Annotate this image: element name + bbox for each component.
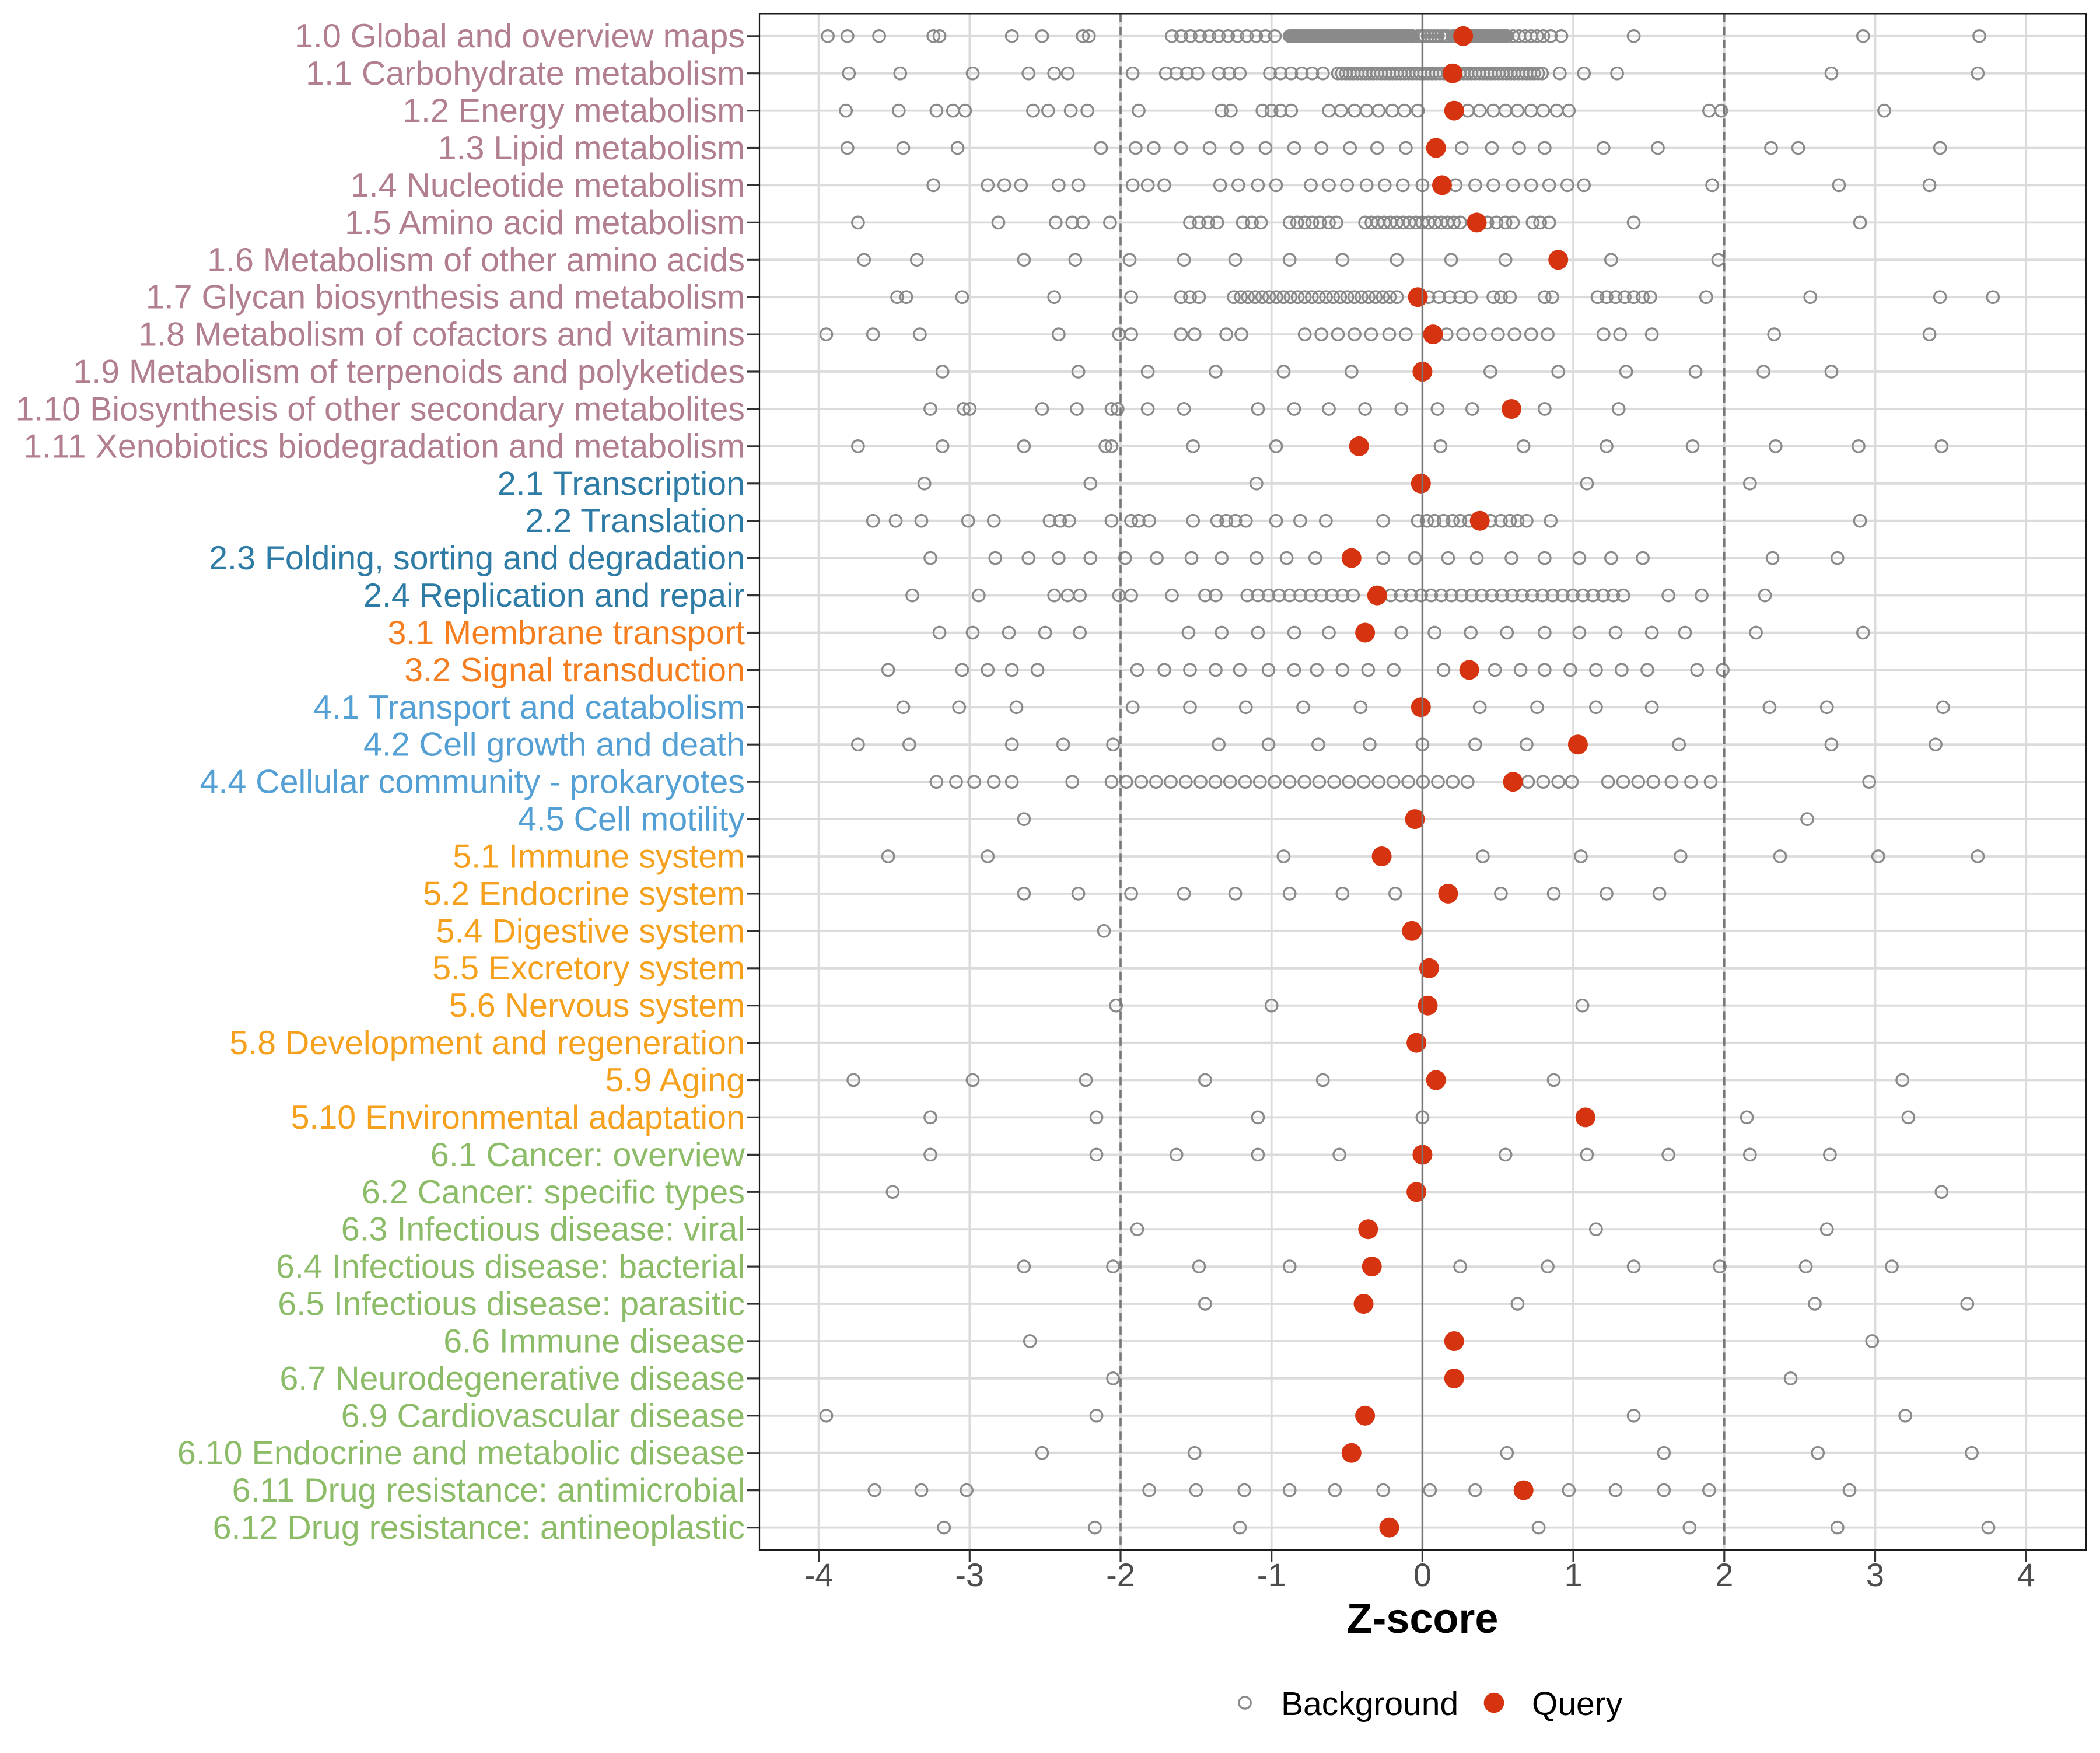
svg-text:4.4 Cellular community - proka: 4.4 Cellular community - prokaryotes [200, 764, 745, 801]
svg-text:5.2 Endocrine system: 5.2 Endocrine system [423, 875, 745, 912]
svg-text:1.9 Metabolism of terpenoids a: 1.9 Metabolism of terpenoids and polyket… [73, 354, 745, 391]
svg-text:3.1 Membrane transport: 3.1 Membrane transport [388, 614, 746, 652]
svg-text:1.5 Amino acid metabolism: 1.5 Amino acid metabolism [345, 204, 745, 242]
svg-text:5.1 Immune system: 5.1 Immune system [453, 838, 745, 876]
svg-text:6.12 Drug resistance: antineop: 6.12 Drug resistance: antineoplastic [213, 1509, 745, 1546]
svg-text:Z-score: Z-score [1346, 1595, 1498, 1642]
svg-text:3: 3 [1866, 1556, 1884, 1593]
svg-text:5.8 Development and regenerati: 5.8 Development and regeneration [229, 1024, 745, 1062]
svg-text:4.5 Cell motility: 4.5 Cell motility [518, 801, 745, 838]
svg-text:1.1 Carbohydrate metabolism: 1.1 Carbohydrate metabolism [306, 55, 745, 92]
svg-text:2.1 Transcription: 2.1 Transcription [498, 465, 745, 502]
svg-text:-1: -1 [1257, 1556, 1286, 1593]
svg-text:2: 2 [1715, 1556, 1733, 1593]
svg-text:6.9 Cardiovascular disease: 6.9 Cardiovascular disease [341, 1397, 745, 1434]
svg-text:Background: Background [1281, 1685, 1458, 1723]
svg-text:5.10 Environmental adaptation: 5.10 Environmental adaptation [290, 1099, 745, 1136]
svg-text:4.2 Cell growth and death: 4.2 Cell growth and death [363, 726, 745, 764]
svg-text:Query: Query [1532, 1685, 1623, 1723]
svg-text:1.4 Nucleotide metabolism: 1.4 Nucleotide metabolism [351, 167, 745, 204]
svg-text:5.6 Nervous system: 5.6 Nervous system [449, 987, 745, 1024]
svg-text:6.7 Neurodegenerative disease: 6.7 Neurodegenerative disease [279, 1360, 745, 1397]
svg-text:1.0 Global and overview maps: 1.0 Global and overview maps [295, 18, 745, 55]
svg-text:6.11 Drug resistance: antimicr: 6.11 Drug resistance: antimicrobial [232, 1472, 745, 1509]
svg-text:0: 0 [1413, 1556, 1432, 1593]
svg-text:1.3 Lipid metabolism: 1.3 Lipid metabolism [438, 130, 745, 167]
svg-text:6.10 Endocrine and metabolic d: 6.10 Endocrine and metabolic disease [177, 1434, 745, 1472]
svg-text:2.4 Replication and repair: 2.4 Replication and repair [363, 577, 745, 614]
svg-text:-4: -4 [804, 1556, 834, 1593]
svg-text:1.8 Metabolism of cofactors an: 1.8 Metabolism of cofactors and vitamins [138, 316, 745, 354]
svg-text:-2: -2 [1106, 1556, 1135, 1593]
svg-text:5.9 Aging: 5.9 Aging [606, 1062, 745, 1099]
svg-text:1.7 Glycan biosynthesis and me: 1.7 Glycan biosynthesis and metabolism [146, 279, 745, 316]
svg-text:6.3 Infectious disease: viral: 6.3 Infectious disease: viral [341, 1211, 745, 1248]
svg-text:2.2 Translation: 2.2 Translation [526, 502, 745, 540]
svg-text:1.10 Biosynthesis of other sec: 1.10 Biosynthesis of other secondary met… [15, 391, 745, 428]
svg-text:1.11 Xenobiotics biodegradatio: 1.11 Xenobiotics biodegradation and meta… [23, 428, 745, 465]
svg-text:6.2 Cancer: specific types: 6.2 Cancer: specific types [362, 1174, 745, 1211]
svg-text:1.6 Metabolism of other amino: 1.6 Metabolism of other amino acids [207, 242, 745, 279]
svg-text:5.4 Digestive system: 5.4 Digestive system [436, 912, 745, 950]
svg-text:5.5 Excretory system: 5.5 Excretory system [432, 950, 745, 987]
svg-text:1: 1 [1564, 1556, 1583, 1593]
svg-text:4: 4 [2017, 1556, 2035, 1593]
svg-text:6.5 Infectious disease: parasi: 6.5 Infectious disease: parasitic [278, 1286, 745, 1323]
svg-text:6.4 Infectious disease: bacter: 6.4 Infectious disease: bacterial [276, 1248, 745, 1286]
svg-text:-3: -3 [955, 1556, 984, 1593]
svg-text:4.1 Transport and catabolism: 4.1 Transport and catabolism [313, 689, 745, 726]
svg-text:6.1 Cancer: overview: 6.1 Cancer: overview [430, 1136, 746, 1174]
svg-text:3.2 Signal transduction: 3.2 Signal transduction [404, 652, 745, 689]
svg-text:6.6 Immune disease: 6.6 Immune disease [443, 1323, 745, 1360]
svg-text:1.2 Energy metabolism: 1.2 Energy metabolism [402, 92, 745, 130]
svg-text:2.3 Folding, sorting and degra: 2.3 Folding, sorting and degradation [209, 540, 745, 577]
